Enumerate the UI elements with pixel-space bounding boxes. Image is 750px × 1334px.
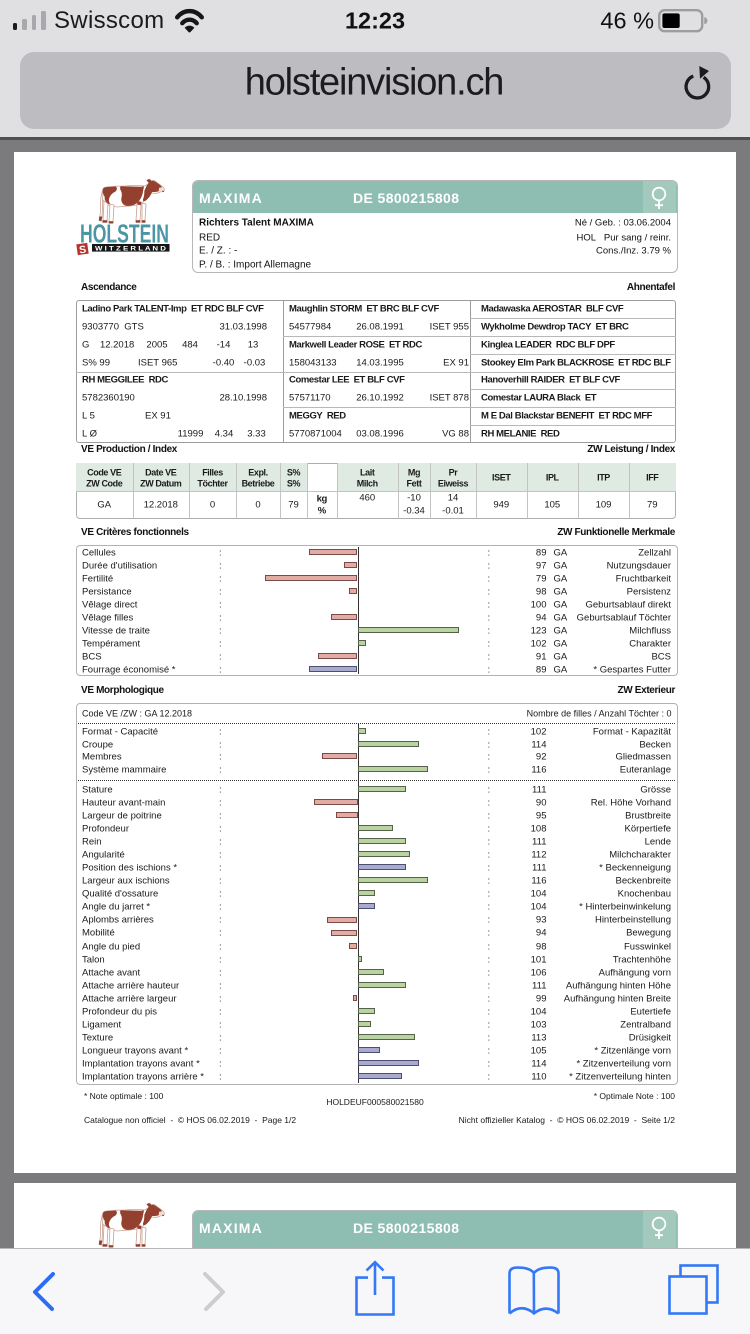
svg-text:S: S — [78, 244, 87, 257]
svg-text:HOLSTEIN: HOLSTEIN — [80, 219, 169, 249]
svg-text:HOLSTEIN: HOLSTEIN — [80, 1243, 169, 1249]
svg-text:W I T Z E R L A N D: W I T Z E R L A N D — [95, 245, 166, 252]
